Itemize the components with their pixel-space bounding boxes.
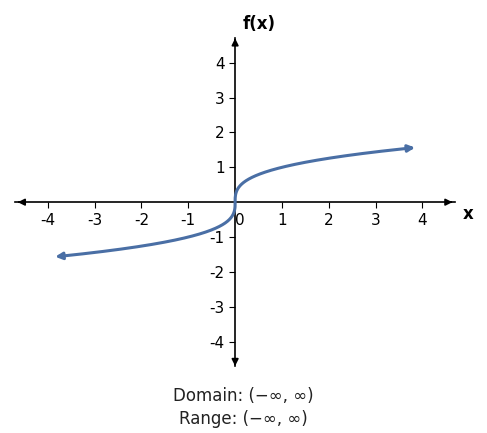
Text: Range: (−∞, ∞): Range: (−∞, ∞) (179, 410, 308, 428)
Text: f(x): f(x) (242, 15, 275, 33)
Text: x: x (462, 205, 473, 223)
Text: Domain: (−∞, ∞): Domain: (−∞, ∞) (173, 387, 314, 404)
